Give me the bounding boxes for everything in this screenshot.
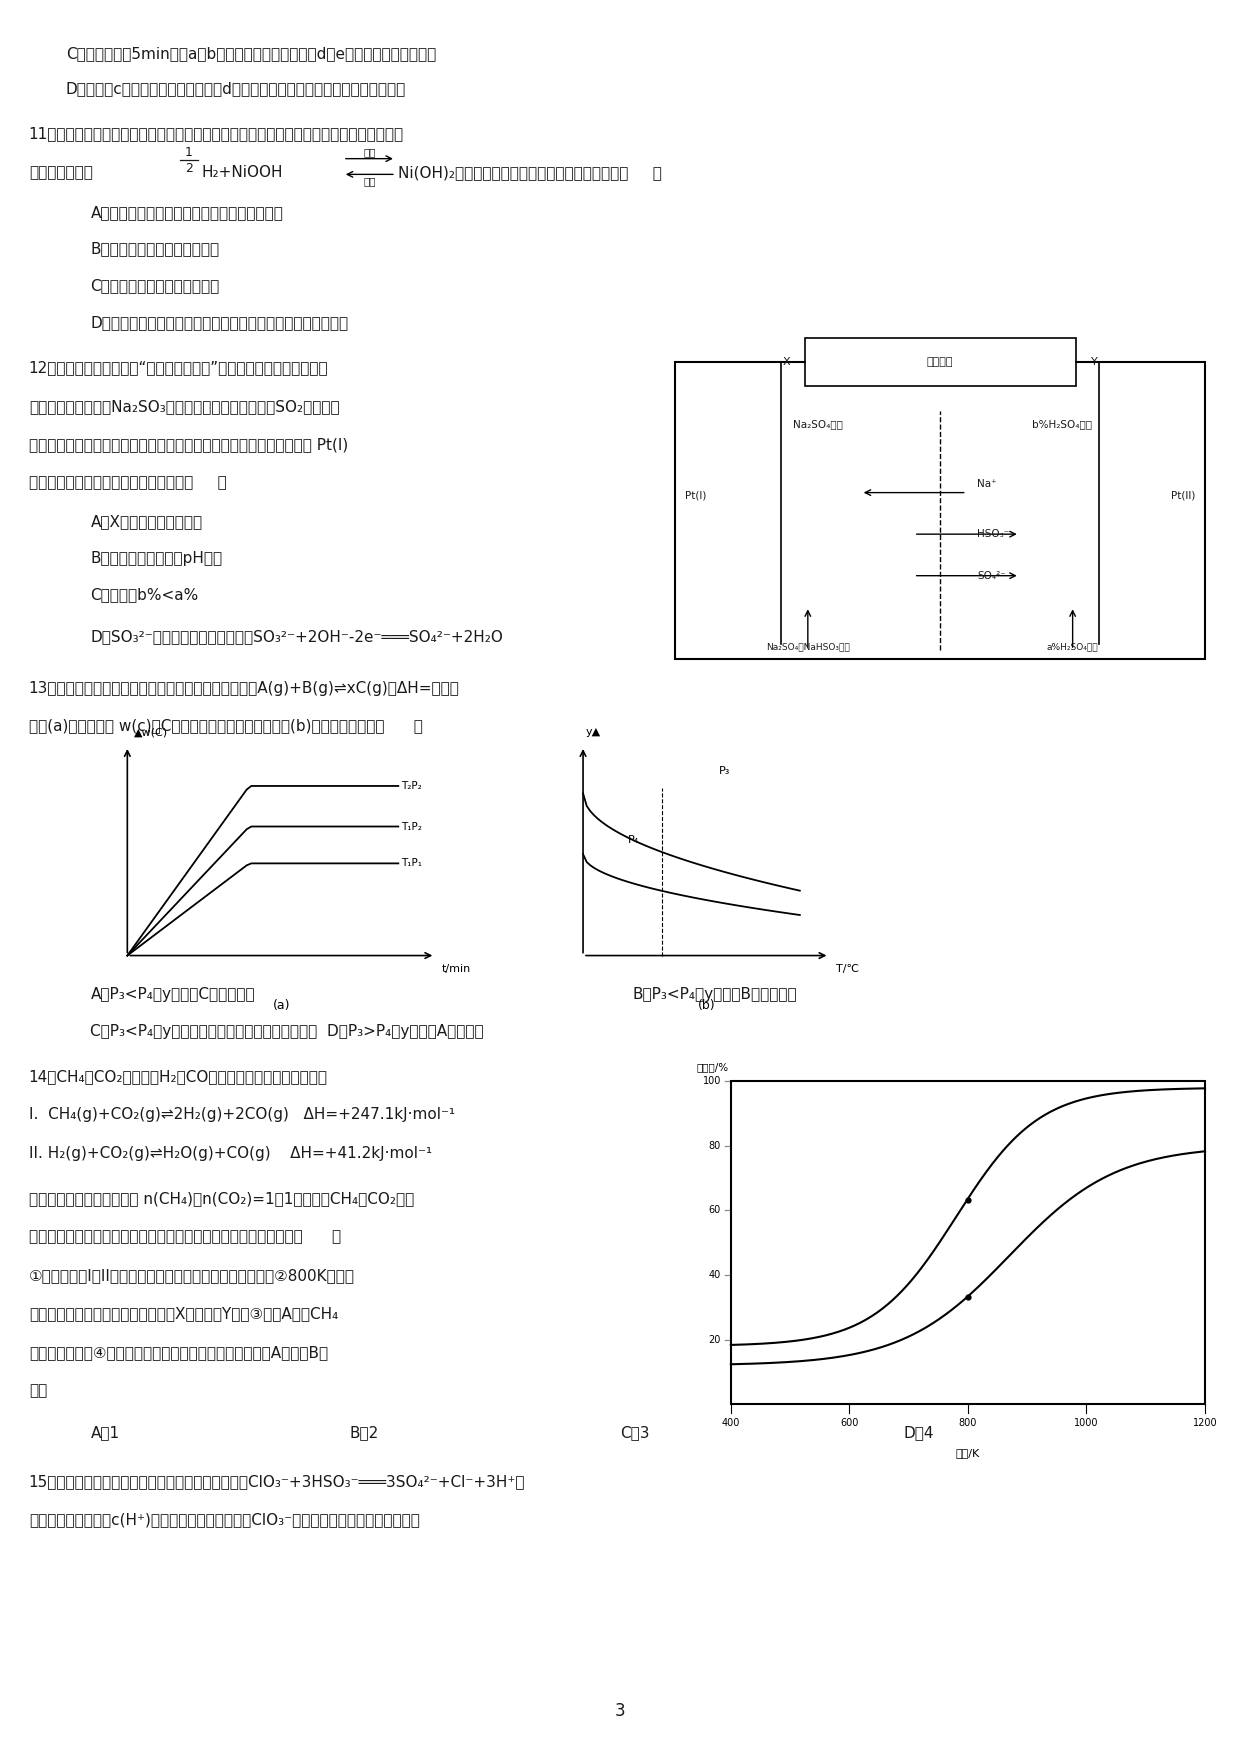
Text: T₁P₂: T₁P₂ bbox=[402, 821, 423, 831]
Text: Y: Y bbox=[1090, 358, 1097, 367]
Text: 温度/K: 温度/K bbox=[956, 1447, 980, 1458]
Text: 11．镍氢电池是近年开发出来的可充电电池，它可以取代会产生镉污染的镍镉电池。镍氢电: 11．镍氢电池是近年开发出来的可充电电池，它可以取代会产生镉污染的镍镉电池。镍氢… bbox=[29, 126, 404, 142]
Bar bbox=[676, 361, 1205, 660]
Bar bbox=[730, 1080, 1205, 1405]
Text: X: X bbox=[931, 1300, 937, 1310]
Text: Pt(I): Pt(I) bbox=[686, 491, 707, 500]
Text: Na⁺: Na⁺ bbox=[977, 479, 997, 489]
Text: B．P₃<P₄，y轴表示B的体积分数: B．P₃<P₄，y轴表示B的体积分数 bbox=[632, 988, 797, 1002]
Text: 80: 80 bbox=[709, 1140, 720, 1151]
Text: 13．在一个固定容积的密闭容器中，可发生以下反应：A(g)+B(g)⇌xC(g)；ΔH=？符合: 13．在一个固定容积的密闭容器中，可发生以下反应：A(g)+B(g)⇌xC(g)… bbox=[29, 682, 460, 696]
Text: B．2: B．2 bbox=[348, 1426, 378, 1440]
Text: Na₂SO₄、NaHSO₃溶液: Na₂SO₄、NaHSO₃溶液 bbox=[766, 642, 849, 652]
Text: 放电: 放电 bbox=[363, 147, 376, 156]
Text: y▲: y▲ bbox=[585, 728, 600, 737]
Text: C．图中的b%<a%: C．图中的b%<a% bbox=[91, 588, 198, 602]
Text: 1000: 1000 bbox=[1074, 1419, 1099, 1428]
Text: Pt(II): Pt(II) bbox=[1171, 491, 1195, 500]
Text: t/min: t/min bbox=[441, 965, 471, 973]
Text: A．电池放电时，电池负极周围溶液的碱性增强: A．电池放电时，电池负极周围溶液的碱性增强 bbox=[91, 205, 283, 219]
Text: 机理如图所示，下列有关说法正确的是（     ）: 机理如图所示，下列有关说法正确的是（ ） bbox=[29, 475, 227, 491]
Text: (b): (b) bbox=[697, 1000, 715, 1012]
Text: D．电池放电时，通入氢气的一极是负极或者氢气是负极反应物: D．电池放电时，通入氢气的一极是负极或者氢气是负极反应物 bbox=[91, 316, 348, 330]
Text: D．将容器c中的平衡状态转变到容器d中的平衡状态，可采取的措施有升温或减压: D．将容器c中的平衡状态转变到容器d中的平衡状态，可采取的措施有升温或减压 bbox=[66, 81, 405, 96]
Text: Yₐ: Yₐ bbox=[975, 1186, 983, 1196]
Text: C．3: C．3 bbox=[620, 1426, 650, 1440]
Text: 40: 40 bbox=[709, 1270, 720, 1280]
Text: 3: 3 bbox=[615, 1703, 625, 1721]
Text: II. H₂(g)+CO₂(g)⇌H₂O(g)+CO(g)    ΔH=+41.2kJ·mol⁻¹: II. H₂(g)+CO₂(g)⇌H₂O(g)+CO(g) ΔH=+41.2kJ… bbox=[29, 1145, 432, 1161]
Text: 池的总反应式是: 池的总反应式是 bbox=[29, 165, 93, 179]
Text: H₂+NiOOH: H₂+NiOOH bbox=[201, 165, 283, 179]
Text: 2: 2 bbox=[185, 161, 193, 175]
Text: T/℃: T/℃ bbox=[836, 965, 858, 973]
Text: D．4: D．4 bbox=[903, 1426, 934, 1440]
Text: ▲w(C): ▲w(C) bbox=[134, 728, 167, 737]
Text: 已知该反应的速率随c(H⁺)的增大而加快。下列为用ClO₃⁻在单位时间内物质的量浓度变化: 已知该反应的速率随c(H⁺)的增大而加快。下列为用ClO₃⁻在单位时间内物质的量… bbox=[29, 1512, 419, 1528]
Text: (a): (a) bbox=[273, 1000, 290, 1012]
Text: 60: 60 bbox=[709, 1205, 720, 1216]
Text: 在恒压、反应物起始投料比 n(CH₄)：n(CO₂)=1：1条件下，CH₄和CO₂的平: 在恒压、反应物起始投料比 n(CH₄)：n(CO₂)=1：1条件下，CH₄和CO… bbox=[29, 1191, 414, 1207]
Text: 1200: 1200 bbox=[1193, 1419, 1218, 1428]
Text: A．1: A．1 bbox=[91, 1426, 119, 1440]
Text: 600: 600 bbox=[841, 1419, 858, 1428]
Text: 要求更高。工业上用Na₂SO₃溶液吸收硫酸工业尾气中的SO₂，并通过: 要求更高。工业上用Na₂SO₃溶液吸收硫酸工业尾气中的SO₂，并通过 bbox=[29, 398, 340, 414]
Text: B．电解过程中阴极区pH升高: B．电解过程中阴极区pH升高 bbox=[91, 551, 222, 565]
Text: ①升高温度，I、II正反应速率均增大，逆反应速率均减小；②800K下，改: ①升高温度，I、II正反应速率均增大，逆反应速率均减小；②800K下，改 bbox=[29, 1268, 355, 1282]
Text: a%H₂SO₄溶液: a%H₂SO₄溶液 bbox=[1047, 642, 1099, 652]
Text: 电解方法实现吸收液的循环再生。其中阴、阳离子交换膜组合循环再生 Pt(I): 电解方法实现吸收液的循环再生。其中阴、阳离子交换膜组合循环再生 Pt(I) bbox=[29, 437, 348, 453]
Text: C．反应进行到5min时，a、b两容器中平衡正向移动，d、e两容器中平衡逆向移动: C．反应进行到5min时，a、b两容器中平衡正向移动，d、e两容器中平衡逆向移动 bbox=[66, 46, 436, 61]
Text: 400: 400 bbox=[722, 1419, 740, 1428]
Text: SO₄²⁻: SO₄²⁻ bbox=[977, 570, 1006, 581]
Text: 20: 20 bbox=[708, 1335, 720, 1345]
Text: b%H₂SO₄溶液: b%H₂SO₄溶液 bbox=[1032, 419, 1092, 430]
Text: HSO₃⁻: HSO₃⁻ bbox=[977, 530, 1009, 538]
Text: Na₂SO₄溶液: Na₂SO₄溶液 bbox=[794, 419, 843, 430]
Text: D．SO₃²⁻在电极上发生的反应为：SO₃²⁻+2OH⁻-2e⁻═══SO₄²⁻+2H₂O: D．SO₃²⁻在电极上发生的反应为：SO₃²⁻+2OH⁻-2e⁻═══SO₄²⁻… bbox=[91, 630, 503, 644]
Text: 转化率/%: 转化率/% bbox=[697, 1063, 728, 1072]
Text: 12．十九大报告中提出要“打赢蓝天保卫战”，意味着对污染防治比过去: 12．十九大报告中提出要“打赢蓝天保卫战”，意味着对污染防治比过去 bbox=[29, 360, 329, 375]
Text: 800: 800 bbox=[959, 1419, 977, 1428]
Text: P₃: P₃ bbox=[718, 766, 730, 777]
Text: Ni(OH)₂。根据此反应式判断，下列叙述正确的是（     ）: Ni(OH)₂。根据此反应式判断，下列叙述正确的是（ ） bbox=[398, 165, 662, 179]
Text: P₄: P₄ bbox=[627, 835, 639, 845]
Text: I.  CH₄(g)+CO₂(g)⇌2H₂(g)+2CO(g)   ΔH=+247.1kJ·mol⁻¹: I. CH₄(g)+CO₂(g)⇌2H₂(g)+2CO(g) ΔH=+247.1… bbox=[29, 1107, 455, 1123]
Text: C．P₃<P₄，y轴表示混合气体的平均相对分子质量  D．P₃>P₄，y轴表示A的转化率: C．P₃<P₄，y轴表示混合气体的平均相对分子质量 D．P₃>P₄，y轴表示A的… bbox=[91, 1024, 484, 1038]
Text: 衡转化率随温度变化的曲线如图所示。下列有关说法正确的个数是（      ）: 衡转化率随温度变化的曲线如图所示。下列有关说法正确的个数是（ ） bbox=[29, 1230, 341, 1245]
Text: C．电池充电时，氢元素被氧化: C．电池充电时，氢元素被氧化 bbox=[91, 279, 219, 293]
Text: B．电池放电时，镍元素被氧化: B．电池放电时，镍元素被氧化 bbox=[91, 242, 219, 256]
Text: 15．氯酸钾和亚硫酸氢钾溶液能发生氧化还原反应：ClO₃⁻+3HSO₃⁻═══3SO₄²⁻+Cl⁻+3H⁺。: 15．氯酸钾和亚硫酸氢钾溶液能发生氧化还原反应：ClO₃⁻+3HSO₃⁻═══3… bbox=[29, 1473, 526, 1489]
Text: T₁P₁: T₁P₁ bbox=[402, 858, 423, 868]
Text: 曲线A: 曲线A bbox=[873, 1098, 893, 1109]
Text: 100: 100 bbox=[703, 1077, 720, 1086]
Text: 直流电源: 直流电源 bbox=[928, 358, 954, 367]
Text: X: X bbox=[782, 358, 790, 367]
Text: 重叠: 重叠 bbox=[29, 1384, 47, 1398]
Text: 的平衡转化率；④相同条件下，使用高效催化剂不能使曲线A和曲线B相: 的平衡转化率；④相同条件下，使用高效催化剂不能使曲线A和曲线B相 bbox=[29, 1345, 327, 1359]
Text: 变起始投料比，可使甲烷的转化率由X点提高至Y点；③曲线A表示CH₄: 变起始投料比，可使甲烷的转化率由X点提高至Y点；③曲线A表示CH₄ bbox=[29, 1307, 339, 1321]
Text: 充电: 充电 bbox=[363, 175, 376, 186]
Text: 14．CH₄与CO₂重整生成H₂和CO的过程中主要发生下列反应：: 14．CH₄与CO₂重整生成H₂和CO的过程中主要发生下列反应： bbox=[29, 1068, 327, 1084]
Bar bbox=[805, 337, 1076, 386]
Text: 下图(a)所示的关系 w(c)为C的质量分数，由此推断关于图(b)的说法正确的是（      ）: 下图(a)所示的关系 w(c)为C的质量分数，由此推断关于图(b)的说法正确的是… bbox=[29, 717, 423, 733]
Text: 1: 1 bbox=[185, 146, 193, 158]
Text: 曲线B: 曲线B bbox=[1073, 1154, 1092, 1163]
Text: A．P₃<P₄，y轴表示C的体积分数: A．P₃<P₄，y轴表示C的体积分数 bbox=[91, 988, 255, 1002]
Text: T₂P₂: T₂P₂ bbox=[402, 781, 422, 791]
Text: A．X应为直流电源的正极: A．X应为直流电源的正极 bbox=[91, 514, 202, 530]
